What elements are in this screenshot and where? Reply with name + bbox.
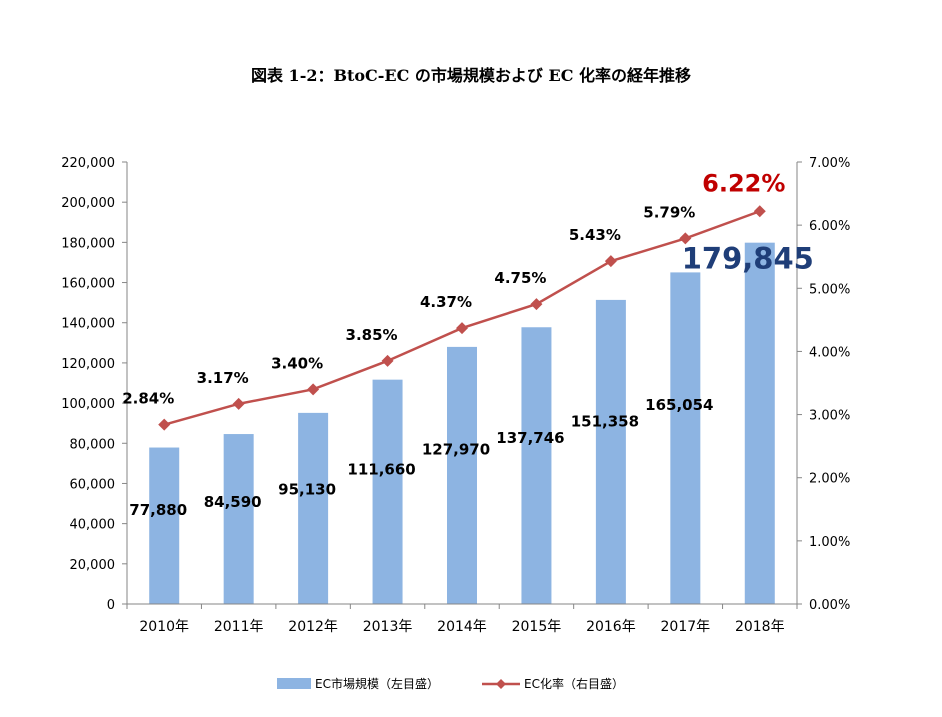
rate-value-label-4: 3.85% (346, 326, 398, 344)
x-tick-label: 2012年 (288, 619, 338, 635)
bar-value-label-1: 77,880 (129, 501, 187, 519)
rate-point-4 (381, 354, 394, 367)
left-tick-label: 20,000 (70, 558, 116, 573)
rate-value-label-7: 5.43% (569, 226, 621, 244)
left-tick-label: 160,000 (61, 277, 115, 292)
bar-4 (372, 379, 403, 604)
rate-point-3 (307, 383, 320, 396)
left-tick-label: 40,000 (70, 518, 116, 533)
rate-value-label-8: 5.79% (643, 203, 695, 221)
rate-point-8 (679, 232, 692, 245)
bar-value-label-4: 111,660 (347, 460, 415, 478)
x-tick-label: 2017年 (661, 619, 711, 635)
bar-1 (149, 447, 180, 604)
left-tick-label: 80,000 (70, 437, 116, 452)
bar-5 (447, 346, 477, 604)
rate-point-7 (604, 255, 617, 268)
left-tick-label: 0 (107, 598, 115, 613)
legend-bar-label: EC市場規模（左目盛） (315, 676, 439, 691)
bar-value-label-6: 137,746 (496, 429, 564, 447)
left-tick-label: 120,000 (61, 357, 115, 372)
x-tick-label: 2011年 (214, 619, 264, 635)
right-tick-label: 1.00% (809, 535, 850, 550)
left-tick-label: 140,000 (61, 317, 115, 332)
bar-8 (670, 272, 701, 604)
x-tick-label: 2016年 (586, 619, 636, 635)
rate-value-label-9: 6.22% (702, 169, 785, 197)
right-tick-label: 4.00% (809, 345, 850, 360)
right-tick-label: 5.00% (809, 282, 850, 297)
labels-layer: 77,880 84,590 95,130 111,660 127,970 137,746 1… (122, 169, 814, 519)
x-tick-label: 2014年 (437, 619, 487, 635)
right-tick-label: 3.00% (809, 409, 850, 424)
bar-value-label-7: 151,358 (571, 413, 639, 431)
rate-point-2 (232, 397, 245, 410)
rate-value-label-3: 3.40% (271, 354, 323, 372)
left-tick-label: 220,000 (61, 156, 115, 171)
left-tick-label: 200,000 (61, 196, 115, 211)
right-tick-label: 0.00% (809, 598, 850, 613)
bar-value-label-8: 165,054 (645, 396, 713, 414)
legend-line-marker (496, 679, 506, 689)
left-tick-label: 100,000 (61, 397, 115, 412)
rate-point-9 (753, 205, 766, 218)
left-tick-label: 60,000 (70, 477, 116, 492)
bar-2 (223, 434, 254, 604)
rate-point-5 (456, 322, 468, 335)
legend-bar-swatch (277, 678, 311, 689)
bar-7 (595, 299, 626, 604)
x-tick-label: 2015年 (512, 619, 562, 635)
right-tick-label: 2.00% (809, 472, 850, 487)
rate-value-label-6: 4.75% (494, 269, 546, 287)
bar-3 (298, 412, 329, 604)
x-tick-label: 2010年 (139, 619, 189, 635)
legend-line-label: EC化率（右目盛） (524, 676, 624, 691)
rate-point-1 (158, 418, 171, 431)
rate-value-label-1: 2.84% (122, 390, 174, 408)
rate-line-layer (158, 205, 766, 431)
bar-6 (521, 327, 552, 604)
bar-value-label-9: 179,845 (682, 242, 814, 276)
x-tick-label: 2018年 (735, 619, 785, 635)
bar-value-label-3: 95,130 (278, 480, 336, 498)
right-tick-label: 7.00% (809, 156, 850, 171)
rate-value-label-2: 3.17% (197, 369, 249, 387)
axes-layer: 0 20,000 40,000 60,000 80,000 100,000 120,000 1… (61, 156, 850, 635)
figure-title: 図表 1-2：BtoC-EC の市場規模および EC 化率の経年推移 (250, 66, 691, 85)
left-tick-label: 180,000 (61, 236, 115, 251)
x-tick-label: 2013年 (363, 619, 413, 635)
rate-value-label-5: 4.37% (420, 293, 472, 311)
legend: EC市場規模（左目盛） EC化率（右目盛） (277, 676, 624, 691)
bar-9 (744, 242, 775, 604)
bar-value-label-5: 127,970 (422, 441, 490, 459)
rate-point-6 (530, 298, 543, 311)
right-tick-label: 6.00% (809, 219, 850, 234)
bars-layer (149, 242, 775, 604)
bar-value-label-2: 84,590 (204, 493, 262, 511)
